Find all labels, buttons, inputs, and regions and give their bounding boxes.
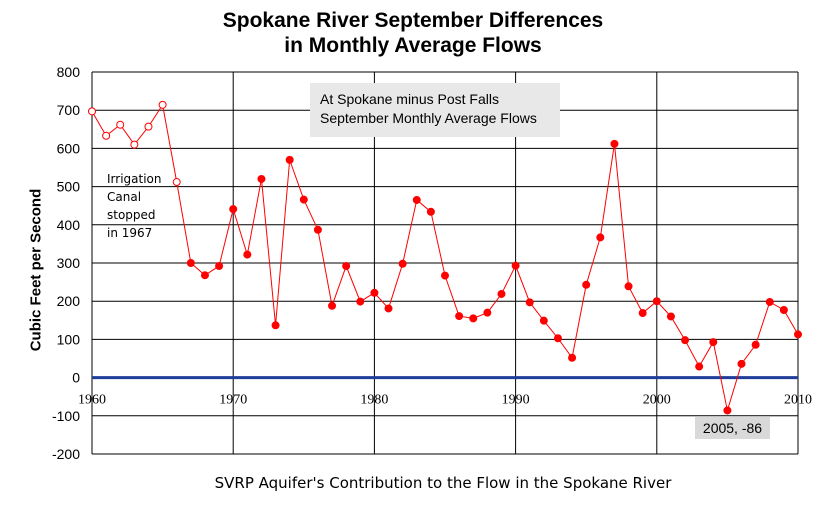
y-tick-label: 800 xyxy=(57,64,81,80)
data-point xyxy=(794,330,802,339)
data-point xyxy=(144,122,153,131)
legend-box: At Spokane minus Post Falls September Mo… xyxy=(310,83,560,137)
data-point xyxy=(356,297,365,306)
data-point xyxy=(299,195,308,204)
legend-line-1: At Spokane minus Post Falls xyxy=(320,91,499,107)
data-point xyxy=(426,207,435,216)
annotation-line-4: in 1967 xyxy=(107,226,153,240)
data-point xyxy=(200,271,209,280)
legend-line-2: September Monthly Average Flows xyxy=(320,110,537,126)
x-tick-label: 1970 xyxy=(219,393,247,408)
chart-title: Spokane River September Differences in M… xyxy=(0,8,826,58)
data-point xyxy=(638,309,647,318)
data-point xyxy=(370,288,379,297)
data-point xyxy=(342,262,351,271)
data-point xyxy=(737,359,746,368)
y-tick-label: 400 xyxy=(57,217,81,233)
data-point xyxy=(328,301,337,310)
data-point xyxy=(610,139,619,148)
data-point xyxy=(285,155,294,164)
data-point xyxy=(130,140,139,149)
data-point xyxy=(751,340,760,349)
y-axis-label: Cubic Feet per Second xyxy=(27,188,45,352)
y-tick-label: 500 xyxy=(57,179,81,195)
data-point xyxy=(229,205,238,214)
data-point xyxy=(539,316,548,325)
data-point xyxy=(398,259,407,268)
data-point xyxy=(257,174,266,183)
y-tick-label: 700 xyxy=(57,102,81,118)
x-tick-label: 1980 xyxy=(360,393,388,408)
x-tick-label: 2010 xyxy=(784,393,812,408)
data-point xyxy=(441,271,449,280)
data-point xyxy=(186,259,195,267)
x-tick-label: 1990 xyxy=(502,393,530,408)
data-point xyxy=(666,312,675,321)
y-tick-label: -200 xyxy=(52,446,80,462)
data-point xyxy=(681,336,690,345)
annotation-line-1: Irrigation xyxy=(107,172,162,186)
data-point xyxy=(271,321,280,330)
chart-title-line-1: Spokane River September Differences xyxy=(222,9,604,32)
y-tick-label: 300 xyxy=(57,255,81,271)
data-point xyxy=(525,298,534,307)
data-point xyxy=(88,107,96,116)
y-tick-label: 100 xyxy=(57,331,81,347)
data-point xyxy=(624,282,633,291)
series-line xyxy=(91,103,799,411)
irrigation-annotation: Irrigation Canal stopped in 1967 xyxy=(107,170,162,242)
data-point xyxy=(695,362,704,371)
data-point xyxy=(765,297,774,306)
data-point xyxy=(553,334,562,343)
x-tick-label: 2000 xyxy=(643,393,671,408)
data-point xyxy=(709,338,718,347)
data-point xyxy=(596,233,605,242)
data-point xyxy=(313,225,322,234)
data-point xyxy=(511,261,520,270)
data-point xyxy=(483,308,492,317)
data-point xyxy=(723,406,732,415)
y-tick-label: 600 xyxy=(57,140,81,156)
annotation-line-2: Canal xyxy=(107,190,142,204)
y-tick-label: -100 xyxy=(52,408,80,424)
data-point xyxy=(497,289,506,298)
annotation-line-3: stopped xyxy=(107,208,156,222)
data-point xyxy=(116,120,125,129)
chart-title-line-2: in Monthly Average Flows xyxy=(284,34,542,57)
data-point xyxy=(384,304,393,313)
data-point xyxy=(779,305,788,314)
minimum-callout: 2005, -86 xyxy=(695,417,770,439)
data-point xyxy=(412,195,421,204)
data-point xyxy=(652,297,661,306)
data-point xyxy=(215,262,224,271)
data-point xyxy=(568,353,577,362)
y-tick-label: 200 xyxy=(57,293,81,309)
y-tick-label: 0 xyxy=(72,370,80,386)
data-point xyxy=(582,280,591,289)
data-point xyxy=(172,178,181,187)
data-point xyxy=(158,100,167,109)
x-axis-label: SVRP Aquifer's Contribution to the Flow … xyxy=(214,474,672,492)
data-point xyxy=(243,250,252,259)
x-tick-label: 1960 xyxy=(78,393,106,408)
data-point xyxy=(102,131,111,140)
data-point xyxy=(469,314,478,323)
data-point xyxy=(455,312,464,321)
